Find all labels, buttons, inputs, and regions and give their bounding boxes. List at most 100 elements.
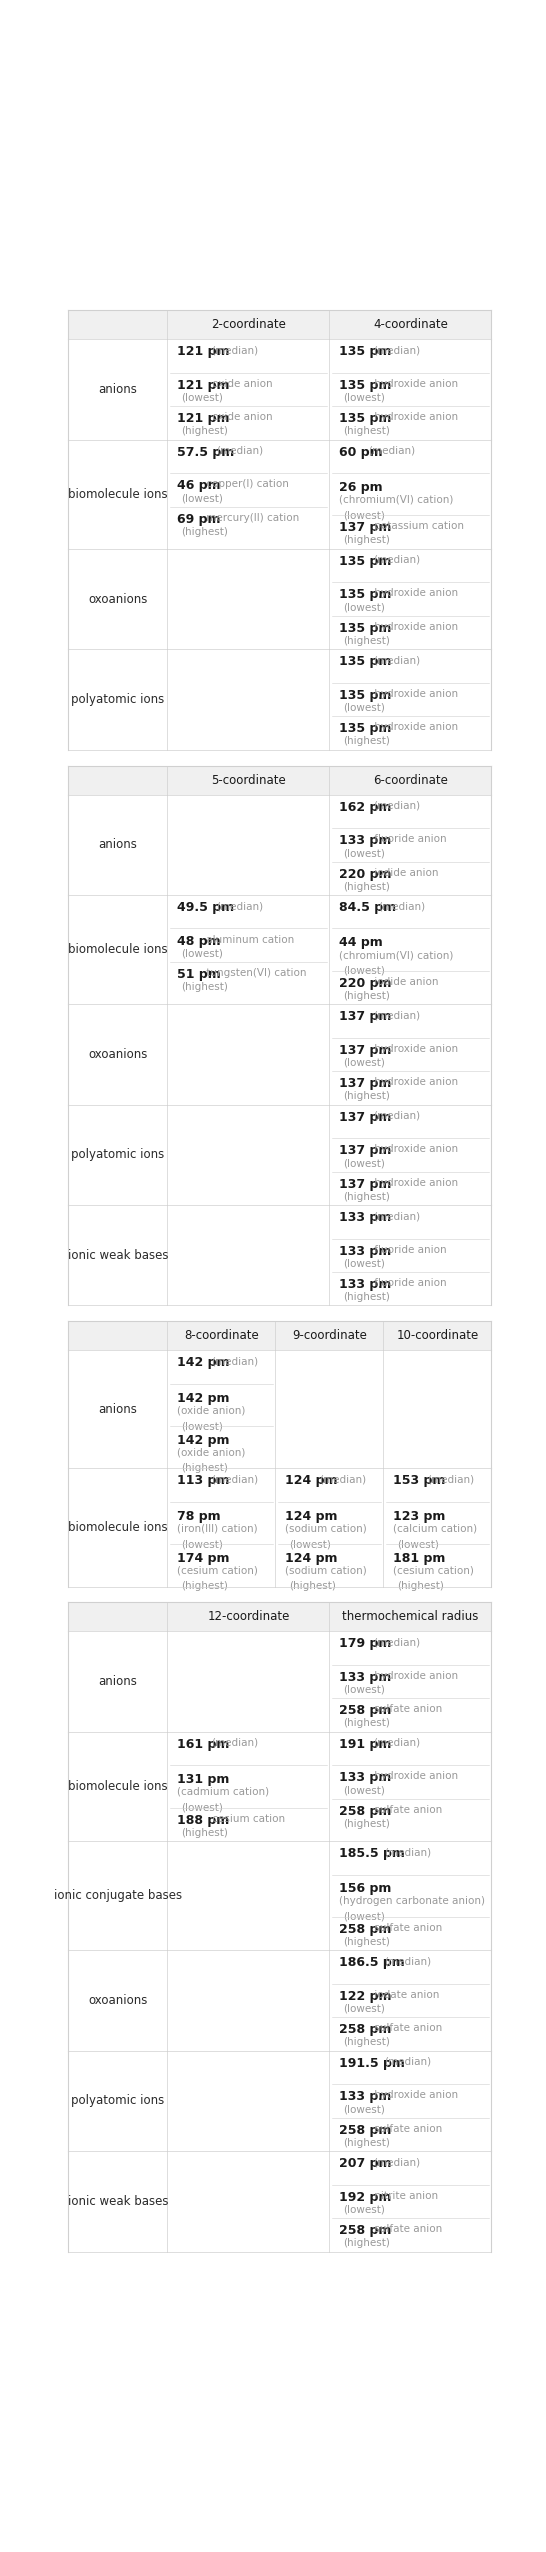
Text: hydroxide anion: hydroxide anion: [371, 1176, 458, 1187]
Text: (lowest): (lowest): [343, 1911, 385, 1922]
Text: 220 pm: 220 pm: [339, 977, 391, 990]
Text: (lowest): (lowest): [343, 702, 385, 712]
Text: (median): (median): [373, 2156, 420, 2167]
Text: 133 pm: 133 pm: [339, 2090, 391, 2103]
Text: (lowest): (lowest): [343, 602, 385, 612]
Text: (median): (median): [373, 554, 420, 564]
Text: hydroxide anion: hydroxide anion: [371, 1044, 458, 1054]
Text: 124 pm: 124 pm: [284, 1552, 337, 1564]
Text: 258 pm: 258 pm: [339, 1922, 391, 1937]
Text: biomolecule ions: biomolecule ions: [68, 1521, 168, 1534]
Text: 133 pm: 133 pm: [339, 835, 391, 847]
Text: 188 pm: 188 pm: [177, 1814, 229, 1827]
Text: (median): (median): [373, 345, 420, 355]
Text: (iron(III) cation): (iron(III) cation): [177, 1524, 257, 1534]
Text: oxoanions: oxoanions: [88, 592, 147, 605]
Text: (lowest): (lowest): [343, 847, 385, 857]
Text: 137 pm: 137 pm: [339, 1044, 391, 1057]
Text: 153 pm: 153 pm: [393, 1475, 445, 1488]
Text: (median): (median): [211, 1475, 258, 1485]
Text: (hydrogen carbonate anion): (hydrogen carbonate anion): [339, 1896, 485, 1906]
Text: iodide anion: iodide anion: [371, 977, 438, 988]
Text: (calcium cation): (calcium cation): [393, 1524, 477, 1534]
Text: (median): (median): [373, 1011, 420, 1021]
Text: hydroxide anion: hydroxide anion: [371, 1672, 458, 1682]
Text: hydroxide anion: hydroxide anion: [371, 722, 458, 732]
Text: 122 pm: 122 pm: [339, 1991, 391, 2003]
Text: fluoride anion: fluoride anion: [371, 1279, 447, 1289]
Text: hydroxide anion: hydroxide anion: [371, 623, 458, 633]
Text: biomolecule ions: biomolecule ions: [68, 1779, 168, 1794]
Text: (highest): (highest): [181, 1462, 228, 1473]
Text: hydroxide anion: hydroxide anion: [371, 689, 458, 699]
Text: cesium cation: cesium cation: [209, 1814, 285, 1825]
Text: 9-coordinate: 9-coordinate: [292, 1330, 367, 1342]
Text: 84.5 pm: 84.5 pm: [339, 901, 396, 914]
Text: anions: anions: [98, 383, 137, 396]
Text: 46 pm: 46 pm: [177, 480, 221, 493]
Text: (lowest): (lowest): [343, 510, 385, 521]
Text: 135 pm: 135 pm: [339, 722, 391, 735]
Text: 135 pm: 135 pm: [339, 345, 391, 357]
Text: (lowest): (lowest): [343, 965, 385, 975]
Text: 121 pm: 121 pm: [177, 378, 229, 390]
Text: (lowest): (lowest): [343, 2205, 385, 2215]
Text: (highest): (highest): [343, 1717, 390, 1728]
Text: 133 pm: 133 pm: [339, 1672, 391, 1684]
Text: sulfate anion: sulfate anion: [371, 1804, 442, 1814]
Text: 137 pm: 137 pm: [339, 1110, 391, 1123]
Text: 179 pm: 179 pm: [339, 1638, 391, 1651]
Text: 142 pm: 142 pm: [177, 1434, 229, 1447]
Text: (lowest): (lowest): [343, 1258, 385, 1268]
Text: (highest): (highest): [181, 426, 228, 436]
Text: (sodium cation): (sodium cation): [284, 1524, 366, 1534]
Text: 44 pm: 44 pm: [339, 937, 383, 949]
Text: ionic weak bases: ionic weak bases: [68, 1248, 168, 1261]
Text: tungsten(VI) cation: tungsten(VI) cation: [204, 967, 307, 977]
Text: biomolecule ions: biomolecule ions: [68, 944, 168, 957]
Text: (median): (median): [373, 1110, 420, 1120]
Text: hydroxide anion: hydroxide anion: [371, 1077, 458, 1087]
Text: polyatomic ions: polyatomic ions: [71, 2095, 164, 2108]
Text: (highest): (highest): [343, 2036, 390, 2047]
Text: 174 pm: 174 pm: [177, 1552, 229, 1564]
Text: anions: anions: [98, 1404, 137, 1416]
Text: oxoanions: oxoanions: [88, 1049, 147, 1062]
Text: 48 pm: 48 pm: [177, 934, 221, 947]
Text: 185.5 pm: 185.5 pm: [339, 1848, 405, 1860]
Text: (median): (median): [378, 901, 426, 911]
Text: (highest): (highest): [181, 983, 228, 993]
Text: anions: anions: [98, 1674, 137, 1687]
Text: (lowest): (lowest): [289, 1539, 331, 1549]
Text: (lowest): (lowest): [181, 493, 223, 503]
Text: 57.5 pm: 57.5 pm: [177, 447, 234, 459]
Text: (lowest): (lowest): [343, 1159, 385, 1169]
Text: 121 pm: 121 pm: [177, 411, 229, 426]
Text: 258 pm: 258 pm: [339, 2024, 391, 2036]
Text: (median): (median): [384, 1848, 431, 1858]
Text: (lowest): (lowest): [343, 393, 385, 403]
Text: (highest): (highest): [343, 1192, 390, 1202]
Text: oxide anion: oxide anion: [209, 411, 272, 421]
Text: (oxide anion): (oxide anion): [177, 1447, 245, 1457]
Text: sulfate anion: sulfate anion: [371, 1705, 442, 1715]
Text: 156 pm: 156 pm: [339, 1883, 391, 1896]
Text: 8-coordinate: 8-coordinate: [184, 1330, 259, 1342]
Text: (highest): (highest): [397, 1582, 444, 1592]
Text: thermochemical radius: thermochemical radius: [342, 1610, 479, 1623]
Text: sulfate anion: sulfate anion: [371, 2225, 442, 2233]
Text: (lowest): (lowest): [343, 1786, 385, 1797]
Text: ionic conjugate bases: ionic conjugate bases: [54, 1888, 182, 1901]
Text: (lowest): (lowest): [181, 949, 223, 960]
Text: 12-coordinate: 12-coordinate: [207, 1610, 289, 1623]
Text: (median): (median): [211, 1738, 258, 1748]
Text: (median): (median): [427, 1475, 474, 1485]
Text: 135 pm: 135 pm: [339, 590, 391, 602]
Text: (lowest): (lowest): [397, 1539, 439, 1549]
Text: 26 pm: 26 pm: [339, 480, 382, 493]
Text: 133 pm: 133 pm: [339, 1212, 391, 1225]
Text: (lowest): (lowest): [181, 1802, 223, 1812]
Text: (lowest): (lowest): [343, 1684, 385, 1695]
Text: 10-coordinate: 10-coordinate: [396, 1330, 478, 1342]
Text: (lowest): (lowest): [343, 1057, 385, 1067]
